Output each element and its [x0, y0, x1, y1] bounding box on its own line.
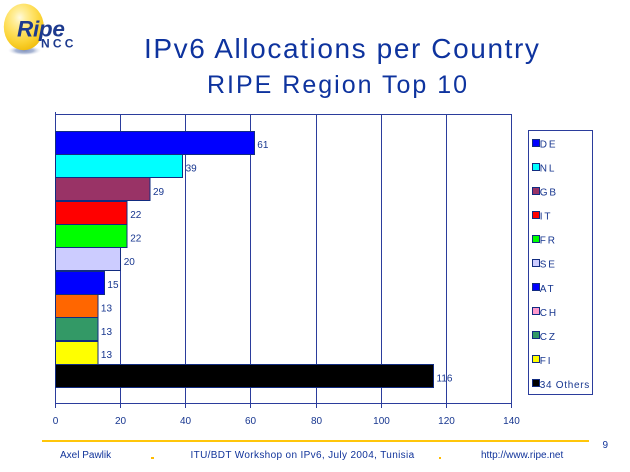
svg-text:116: 116: [437, 373, 453, 384]
svg-text:60: 60: [245, 416, 257, 427]
svg-text:61: 61: [257, 140, 269, 151]
svg-text:29: 29: [153, 187, 165, 198]
svg-text:SE: SE: [540, 260, 557, 271]
svg-text:34 Others: 34 Others: [540, 380, 590, 391]
svg-text:15: 15: [107, 280, 119, 291]
svg-text:CZ: CZ: [540, 332, 557, 343]
svg-text:IT: IT: [540, 212, 553, 223]
svg-text:40: 40: [180, 416, 192, 427]
svg-text:0: 0: [53, 416, 59, 427]
svg-text:NL: NL: [540, 164, 556, 175]
svg-text:GB: GB: [540, 188, 558, 199]
svg-text:13: 13: [101, 350, 113, 361]
svg-text:13: 13: [101, 303, 113, 314]
svg-text:22: 22: [130, 210, 142, 221]
svg-text:140: 140: [503, 416, 520, 427]
svg-text:20: 20: [115, 416, 127, 427]
svg-text:80: 80: [311, 416, 323, 427]
svg-text:FR: FR: [540, 236, 557, 247]
svg-text:13: 13: [101, 327, 113, 338]
svg-text:120: 120: [438, 416, 455, 427]
svg-text:39: 39: [186, 163, 198, 174]
svg-text:DE: DE: [540, 140, 558, 151]
svg-text:AT: AT: [540, 284, 556, 295]
svg-text:Ripe: Ripe: [17, 17, 65, 42]
svg-text:22: 22: [130, 233, 142, 244]
svg-text:20: 20: [124, 257, 136, 268]
svg-text:CH: CH: [540, 308, 558, 319]
svg-text:100: 100: [373, 416, 390, 427]
svg-text:FI: FI: [540, 356, 553, 367]
svg-text:NCC: NCC: [41, 37, 77, 51]
